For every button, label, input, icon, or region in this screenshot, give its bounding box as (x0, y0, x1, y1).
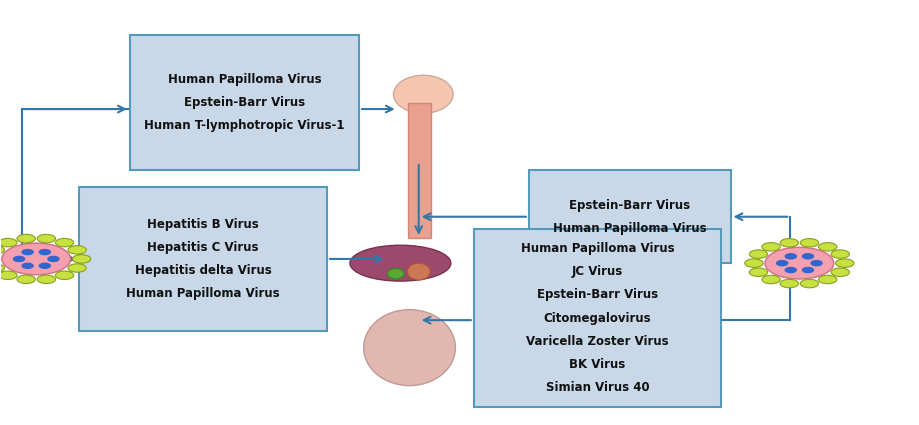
Text: Hepatitis delta Virus: Hepatitis delta Virus (135, 264, 271, 277)
Circle shape (0, 271, 17, 280)
Text: Simian Virus 40: Simian Virus 40 (545, 381, 649, 394)
Circle shape (779, 279, 798, 288)
Circle shape (22, 263, 33, 268)
Text: Human Papilloma Virus: Human Papilloma Virus (520, 242, 674, 255)
Circle shape (785, 267, 796, 272)
Circle shape (0, 238, 17, 247)
Circle shape (17, 234, 35, 243)
Circle shape (68, 264, 86, 272)
Text: Epstein-Barr Virus: Epstein-Barr Virus (537, 288, 657, 301)
Circle shape (748, 268, 766, 276)
Circle shape (55, 238, 74, 247)
Ellipse shape (407, 263, 430, 280)
Circle shape (761, 275, 779, 284)
Ellipse shape (393, 75, 453, 113)
Circle shape (818, 275, 836, 284)
Circle shape (40, 263, 51, 268)
Circle shape (0, 264, 5, 272)
Text: Epstein-Barr Virus: Epstein-Barr Virus (569, 198, 689, 212)
Text: Hepatitis B Virus: Hepatitis B Virus (147, 218, 259, 231)
Ellipse shape (349, 245, 450, 281)
Circle shape (800, 279, 818, 288)
Circle shape (37, 234, 55, 243)
Circle shape (776, 261, 787, 266)
Circle shape (48, 256, 59, 261)
Circle shape (801, 254, 812, 259)
Circle shape (761, 243, 779, 251)
Circle shape (830, 268, 848, 276)
Circle shape (68, 246, 86, 254)
Text: Human Papilloma Virus: Human Papilloma Virus (552, 222, 706, 235)
Circle shape (764, 247, 833, 279)
Circle shape (37, 275, 55, 283)
Circle shape (0, 246, 5, 254)
Text: Human Papilloma Virus: Human Papilloma Virus (126, 287, 279, 300)
Text: Human T-lymphotropic Virus-1: Human T-lymphotropic Virus-1 (144, 119, 345, 133)
FancyBboxPatch shape (130, 35, 358, 170)
FancyBboxPatch shape (407, 103, 430, 238)
Circle shape (779, 238, 798, 247)
Circle shape (744, 259, 763, 267)
Circle shape (22, 249, 33, 255)
Circle shape (40, 249, 51, 255)
Circle shape (801, 267, 812, 272)
Text: Citomegalovirus: Citomegalovirus (543, 312, 651, 325)
Circle shape (73, 255, 91, 263)
Circle shape (818, 243, 836, 251)
FancyBboxPatch shape (79, 187, 326, 331)
Circle shape (800, 238, 818, 247)
FancyBboxPatch shape (528, 170, 730, 263)
Ellipse shape (363, 309, 455, 385)
Text: Hepatitis C Virus: Hepatitis C Virus (147, 241, 258, 254)
Circle shape (17, 275, 35, 283)
Circle shape (748, 250, 766, 258)
Text: BK Virus: BK Virus (569, 358, 625, 371)
Text: Human Papilloma Virus: Human Papilloma Virus (167, 73, 321, 86)
FancyBboxPatch shape (473, 230, 720, 407)
Text: Epstein-Barr Virus: Epstein-Barr Virus (184, 96, 305, 109)
Text: JC Virus: JC Virus (572, 265, 622, 278)
Circle shape (2, 243, 71, 275)
Circle shape (811, 261, 822, 266)
Text: Varicella Zoster Virus: Varicella Zoster Virus (526, 335, 668, 348)
Circle shape (834, 259, 853, 267)
Circle shape (14, 256, 25, 261)
Circle shape (785, 254, 796, 259)
Circle shape (830, 250, 848, 258)
Circle shape (55, 271, 74, 280)
Ellipse shape (387, 269, 403, 279)
